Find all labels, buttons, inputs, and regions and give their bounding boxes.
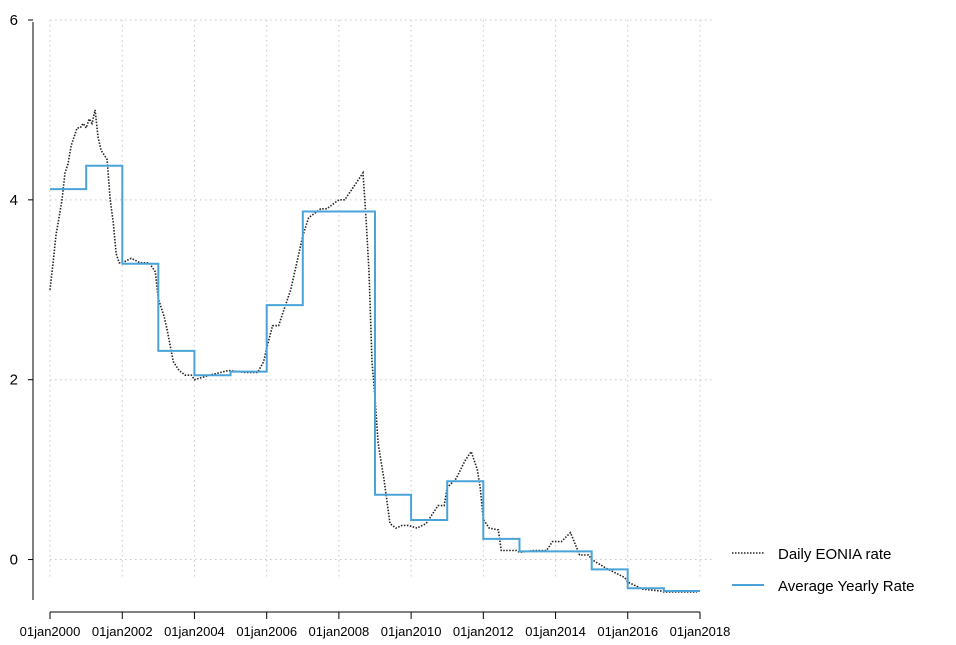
- x-tick-label: 01jan2000: [20, 624, 81, 639]
- legend-label-daily: Daily EONIA rate: [778, 546, 891, 563]
- legend: Daily EONIA rate Average Yearly Rate: [732, 546, 915, 595]
- x-tick-label: 01jan2016: [597, 624, 658, 639]
- x-tick-label: 01jan2006: [236, 624, 297, 639]
- x-tick-label: 01jan2014: [525, 624, 586, 639]
- chart-axes: 0 2 4 6 01jan2000 01jan2002 01jan2004 01jan2006…: [10, 12, 731, 639]
- daily-eonia-line: [49, 109, 697, 593]
- x-tick-label: 01jan2008: [308, 624, 369, 639]
- x-tick-label: 01jan2010: [381, 624, 442, 639]
- x-tick-label: 01jan2004: [164, 624, 225, 639]
- y-tick-label: 2: [10, 372, 18, 389]
- x-tick-label: 01jan2018: [670, 624, 731, 639]
- y-tick-label: 6: [10, 12, 18, 29]
- y-tick-label: 4: [10, 192, 18, 209]
- x-tick-label: 01jan2002: [92, 624, 153, 639]
- average-yearly-line: [50, 164, 700, 592]
- legend-label-average: Average Yearly Rate: [778, 578, 915, 595]
- y-tick-label: 0: [10, 552, 18, 569]
- chart-grid: [49, 19, 712, 580]
- average-yearly-series: [50, 164, 700, 592]
- x-tick-label: 01jan2012: [453, 624, 514, 639]
- daily-eonia-series: [49, 109, 697, 593]
